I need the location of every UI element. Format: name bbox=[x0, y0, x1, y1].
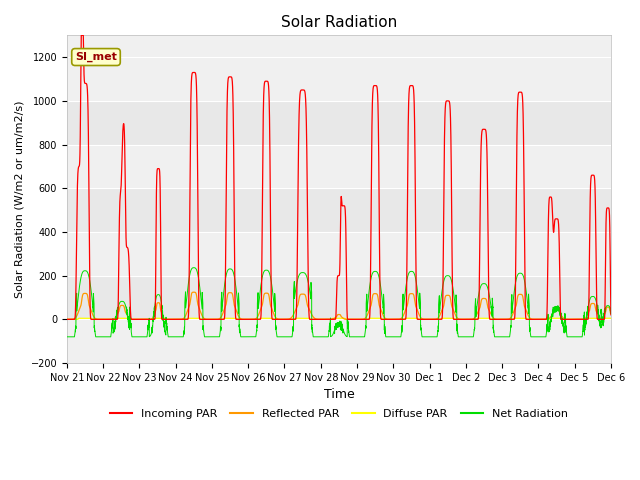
Title: Solar Radiation: Solar Radiation bbox=[281, 15, 397, 30]
Bar bbox=[67, 276, 611, 319]
Bar bbox=[67, 188, 611, 232]
Y-axis label: Solar Radiation (W/m2 or um/m2/s): Solar Radiation (W/m2 or um/m2/s) bbox=[15, 100, 25, 298]
Bar bbox=[67, 101, 611, 144]
X-axis label: Time: Time bbox=[323, 388, 355, 401]
Legend: Incoming PAR, Reflected PAR, Diffuse PAR, Net Radiation: Incoming PAR, Reflected PAR, Diffuse PAR… bbox=[105, 404, 573, 423]
Text: SI_met: SI_met bbox=[75, 52, 117, 62]
